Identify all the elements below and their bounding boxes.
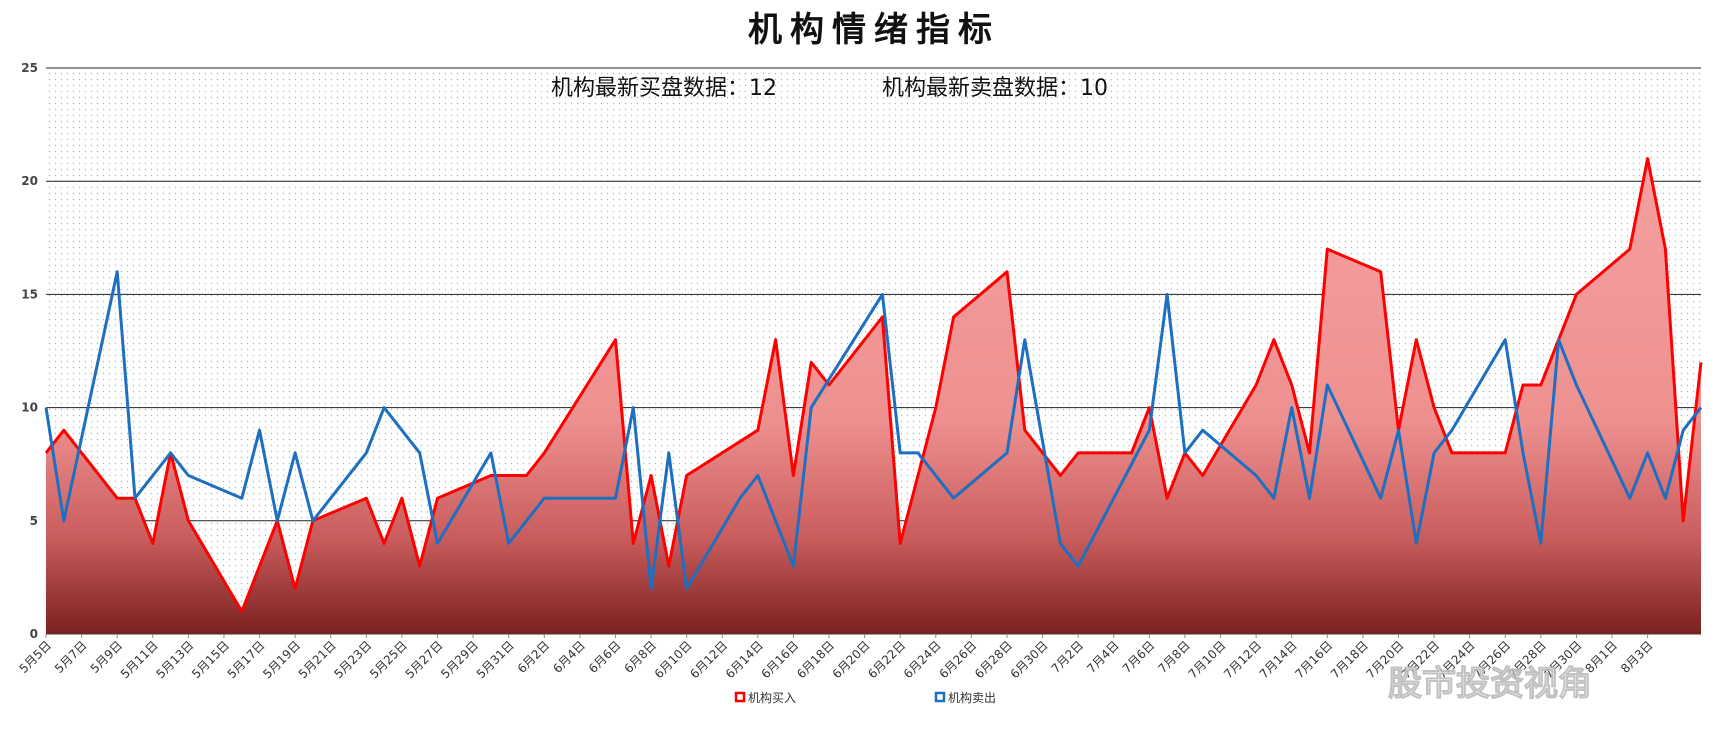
y-tick-label: 15 xyxy=(21,287,38,301)
sell-latest-text: 机构最新卖盘数据：10 xyxy=(882,76,1108,101)
x-tick-label: 7月12日 xyxy=(1221,638,1264,681)
x-tick-label: 6月18日 xyxy=(794,638,837,681)
legend-swatch-sell xyxy=(934,691,946,703)
x-tick-label: 6月12日 xyxy=(687,638,730,681)
x-tick-label: 7月4日 xyxy=(1084,638,1122,676)
x-tick-label: 5月31日 xyxy=(474,638,517,681)
x-tick-label: 5月23日 xyxy=(331,638,374,681)
x-tick-label: 5月21日 xyxy=(296,638,339,681)
x-tick-label: 5月29日 xyxy=(438,638,481,681)
x-tick-label: 6月16日 xyxy=(758,638,801,681)
y-tick-label: 10 xyxy=(21,401,38,415)
x-tick-label: 5月25日 xyxy=(367,638,410,681)
x-tick-label: 6月6日 xyxy=(586,638,624,676)
x-tick-label: 6月22日 xyxy=(865,638,908,681)
x-tick-label: 5月7日 xyxy=(52,638,90,676)
x-tick-label: 6月4日 xyxy=(550,638,588,676)
x-tick-label: 5月5日 xyxy=(16,638,54,676)
x-tick-label: 7月6日 xyxy=(1120,638,1158,676)
x-tick-label: 5月19日 xyxy=(260,638,303,681)
x-tick-label: 8月3日 xyxy=(1618,638,1656,676)
sell-line xyxy=(44,270,1703,591)
buy-area-fill xyxy=(46,158,1701,634)
x-tick-label: 6月30日 xyxy=(1008,638,1051,681)
buy-area xyxy=(46,158,1701,634)
series-lines xyxy=(44,157,1703,613)
x-tick-label: 6月26日 xyxy=(936,638,979,681)
x-tick-label: 5月11日 xyxy=(118,638,161,681)
x-tick-label: 6月14日 xyxy=(723,638,766,681)
x-tick-label: 7月14日 xyxy=(1257,638,1300,681)
x-tick-label: 6月28日 xyxy=(972,638,1015,681)
y-axis: 0 5 10 15 20 25 xyxy=(21,61,38,641)
legend-swatch-buy xyxy=(734,691,746,703)
y-tick-label: 25 xyxy=(21,61,38,75)
legend-label-sell: 机构卖出 xyxy=(948,690,996,705)
x-tick-label: 6月24日 xyxy=(901,638,944,681)
legend-label-buy: 机构买入 xyxy=(748,690,796,705)
watermark: 股市投资视角 xyxy=(1388,664,1592,704)
x-tick-label: 5月17日 xyxy=(225,638,268,681)
buy-latest-text: 机构最新买盘数据：12 xyxy=(551,76,777,101)
x-tick-label: 6月20日 xyxy=(830,638,873,681)
x-tick-label: 5月13日 xyxy=(153,638,196,681)
x-tick-label: 7月18日 xyxy=(1328,638,1371,681)
legend: 机构买入 机构卖出 xyxy=(734,690,996,705)
x-tick-label: 5月27日 xyxy=(403,638,446,681)
y-tick-label: 20 xyxy=(21,174,38,188)
chart-title: 机构情绪指标 xyxy=(748,10,1000,50)
y-tick-label: 5 xyxy=(30,514,38,528)
x-tick-label: 7月16日 xyxy=(1292,638,1335,681)
x-tick-label: 7月2日 xyxy=(1049,638,1087,676)
x-tick-label: 6月10日 xyxy=(652,638,695,681)
y-tick-label: 0 xyxy=(30,627,38,641)
x-tick-label: 5月15日 xyxy=(189,638,232,681)
x-tick-label: 6月2日 xyxy=(515,638,553,676)
x-tick-label: 7月10日 xyxy=(1186,638,1229,681)
